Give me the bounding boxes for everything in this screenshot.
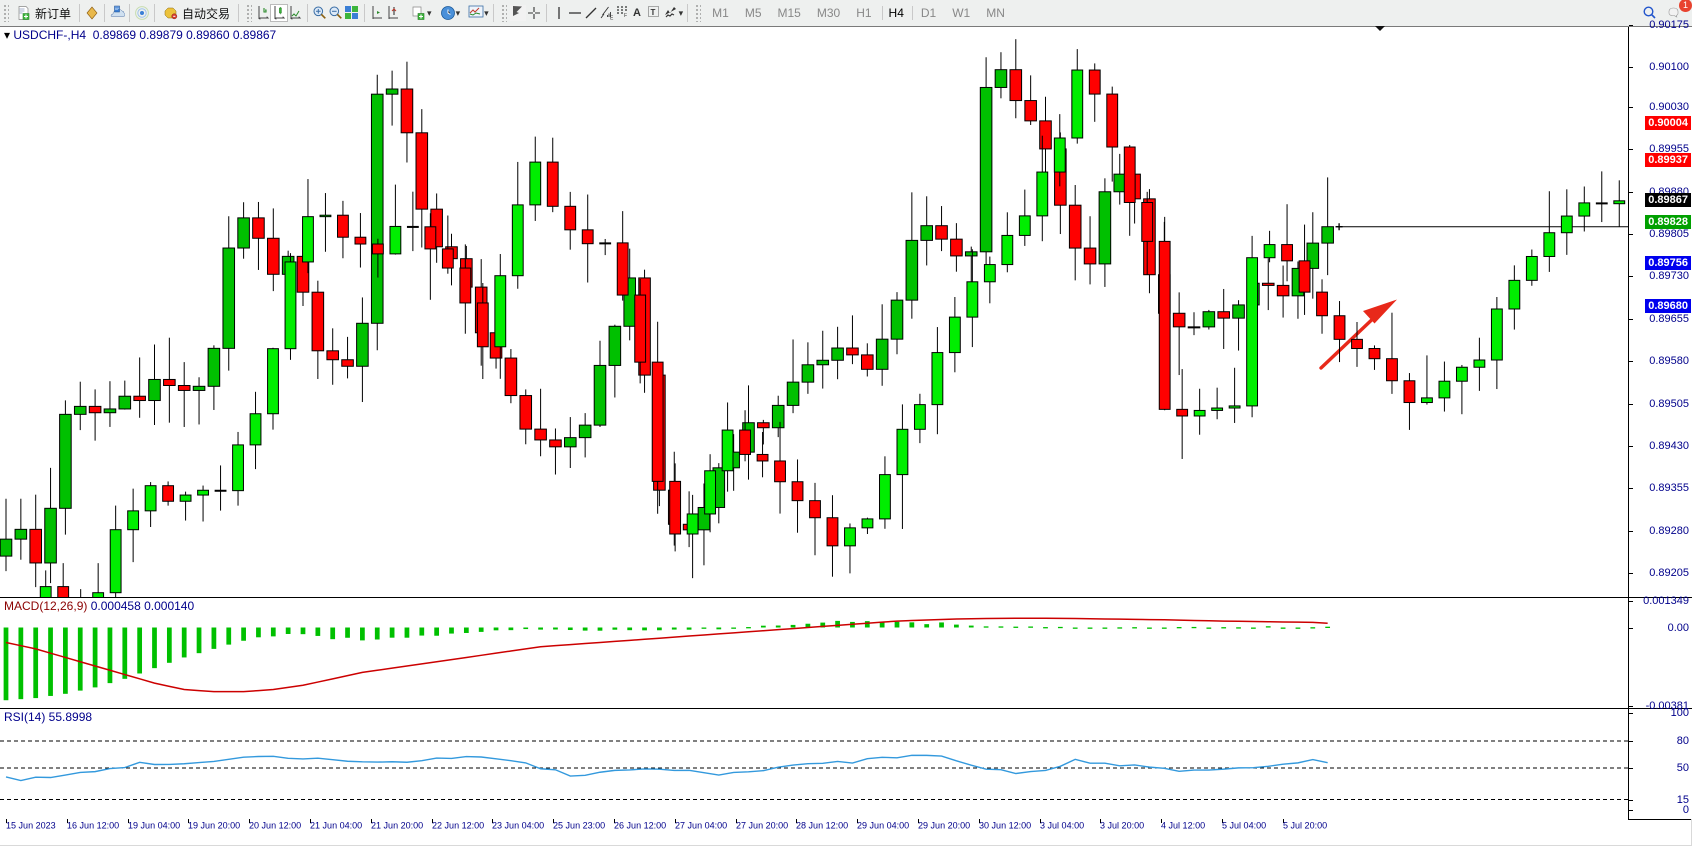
svg-text:E: E — [610, 16, 614, 22]
svg-text:A: A — [633, 7, 641, 19]
svg-text:T: T — [650, 8, 655, 17]
svg-text:F: F — [624, 13, 627, 19]
